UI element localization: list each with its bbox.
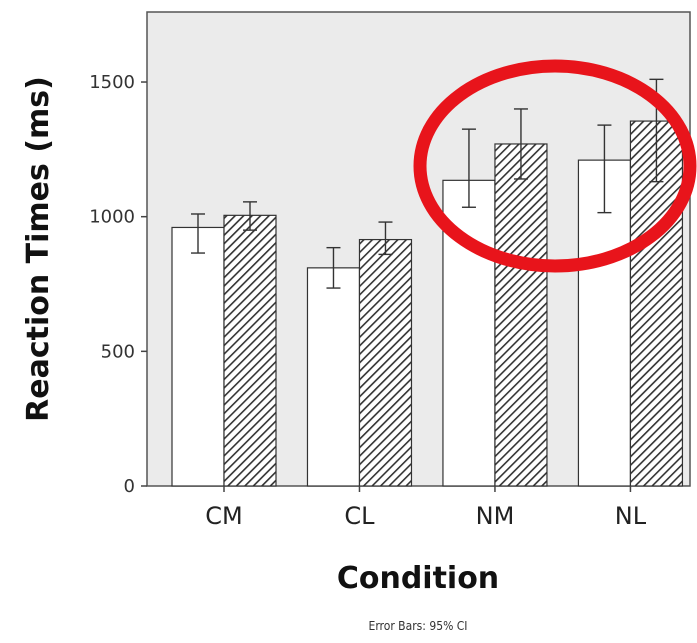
bar-cm-hatched [223,214,277,487]
bar-cl-plain [306,267,361,487]
x-axis-title: Condition [337,561,499,596]
x-tick-label-cl: CL [344,502,375,530]
y-tick-label: 0 [124,476,135,497]
bar-nm-hatched [494,143,548,487]
y-axis: 0 500 1000 1500 [89,72,147,497]
x-tick-label-nm: NM [476,502,515,530]
bar-cl-hatched [358,238,413,487]
x-axis: CM CL NM NL [205,486,647,530]
bar-cm-plain [171,226,225,487]
y-tick-label: 1500 [89,72,135,93]
x-tick-label-nl: NL [615,502,647,530]
highlight-circle-annotation [413,59,697,273]
bar-nl-plain [577,159,632,487]
error-bar-note: Error Bars: 95% CI [369,619,468,633]
y-tick-label: 1000 [89,207,135,228]
x-tick-label-cm: CM [205,502,242,530]
y-axis-title: Reaction Times (ms) [21,76,56,422]
bars-layer [171,78,684,487]
y-tick-label: 500 [101,341,135,362]
